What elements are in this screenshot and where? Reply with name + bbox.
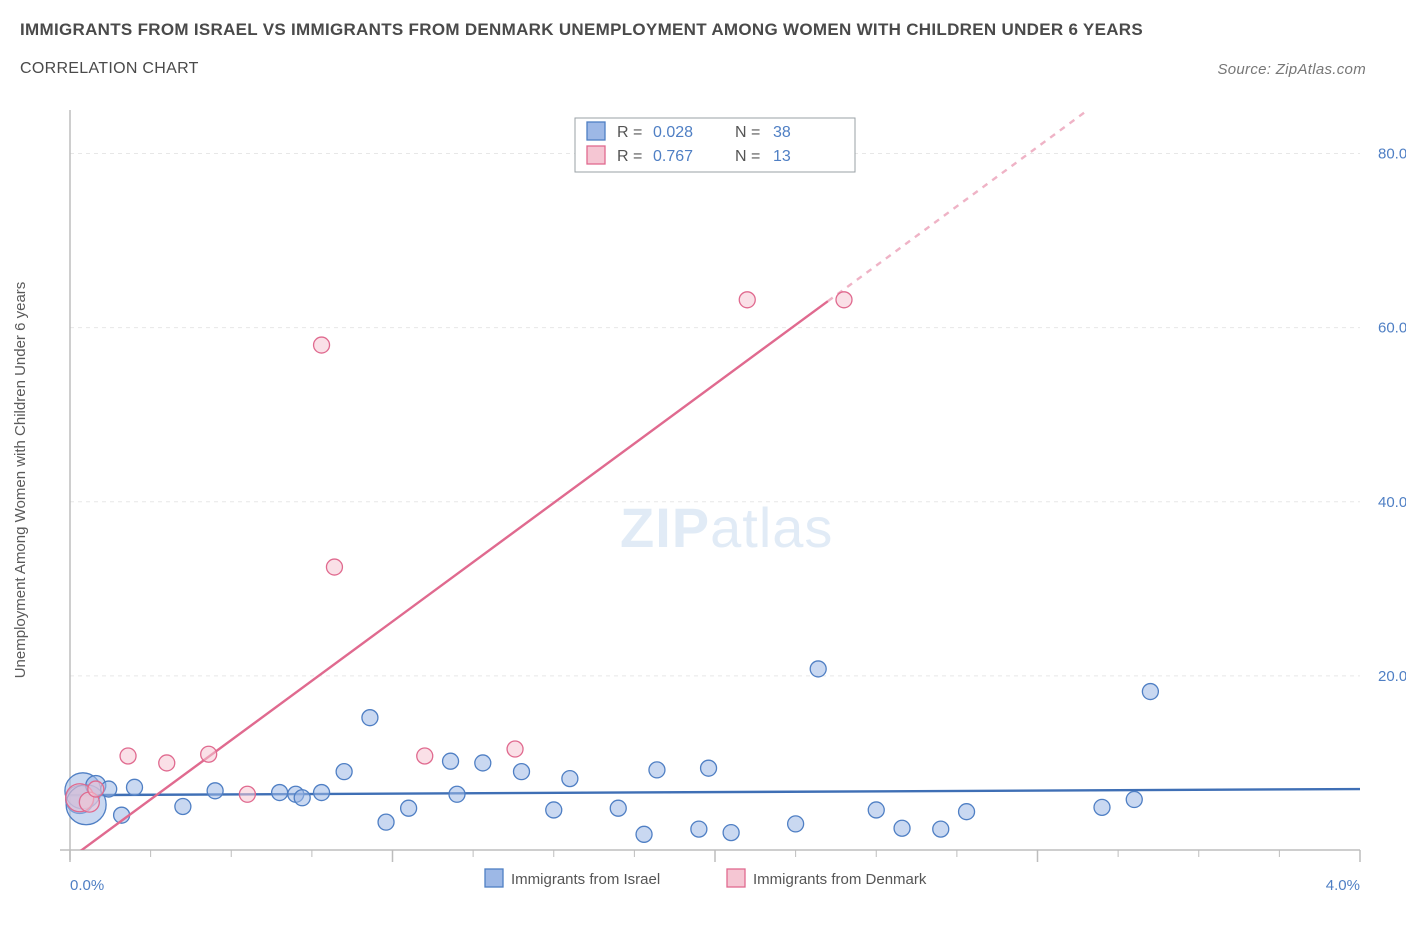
subtitle-row: CORRELATION CHART Source: ZipAtlas.com	[20, 60, 1366, 78]
correlation-chart: 20.0% 40.0% 60.0% 80.0% 0.0% 4.0% Unemployment…	[0, 100, 1406, 930]
svg-text:20.0%: 20.0%	[1378, 668, 1406, 685]
svg-text:0.767: 0.767	[653, 148, 693, 165]
source-credit: Source: ZipAtlas.com	[1217, 61, 1366, 78]
svg-text:R =: R =	[617, 148, 642, 165]
svg-text:R =: R =	[617, 124, 642, 141]
svg-text:N =: N =	[735, 124, 760, 141]
svg-text:13: 13	[773, 148, 791, 165]
chart-title: IMMIGRANTS FROM ISRAEL VS IMMIGRANTS FRO…	[20, 20, 1143, 40]
svg-text:Immigrants from Israel: Immigrants from Israel	[511, 871, 660, 888]
svg-text:Unemployment Among Women with: Unemployment Among Women with Children U…	[12, 282, 29, 679]
svg-text:38: 38	[773, 124, 791, 141]
svg-text:0.0%: 0.0%	[70, 877, 104, 894]
svg-text:N =: N =	[735, 148, 760, 165]
svg-text:40.0%: 40.0%	[1378, 494, 1406, 511]
svg-text:4.0%: 4.0%	[1326, 877, 1360, 894]
svg-text:0.028: 0.028	[653, 124, 693, 141]
svg-text:80.0%: 80.0%	[1378, 146, 1406, 163]
source-value: ZipAtlas.com	[1276, 61, 1366, 78]
source-label: Source:	[1217, 61, 1275, 78]
chart-subtitle: CORRELATION CHART	[20, 60, 199, 78]
svg-text:Immigrants from Denmark: Immigrants from Denmark	[753, 871, 927, 888]
svg-text:60.0%: 60.0%	[1378, 320, 1406, 337]
